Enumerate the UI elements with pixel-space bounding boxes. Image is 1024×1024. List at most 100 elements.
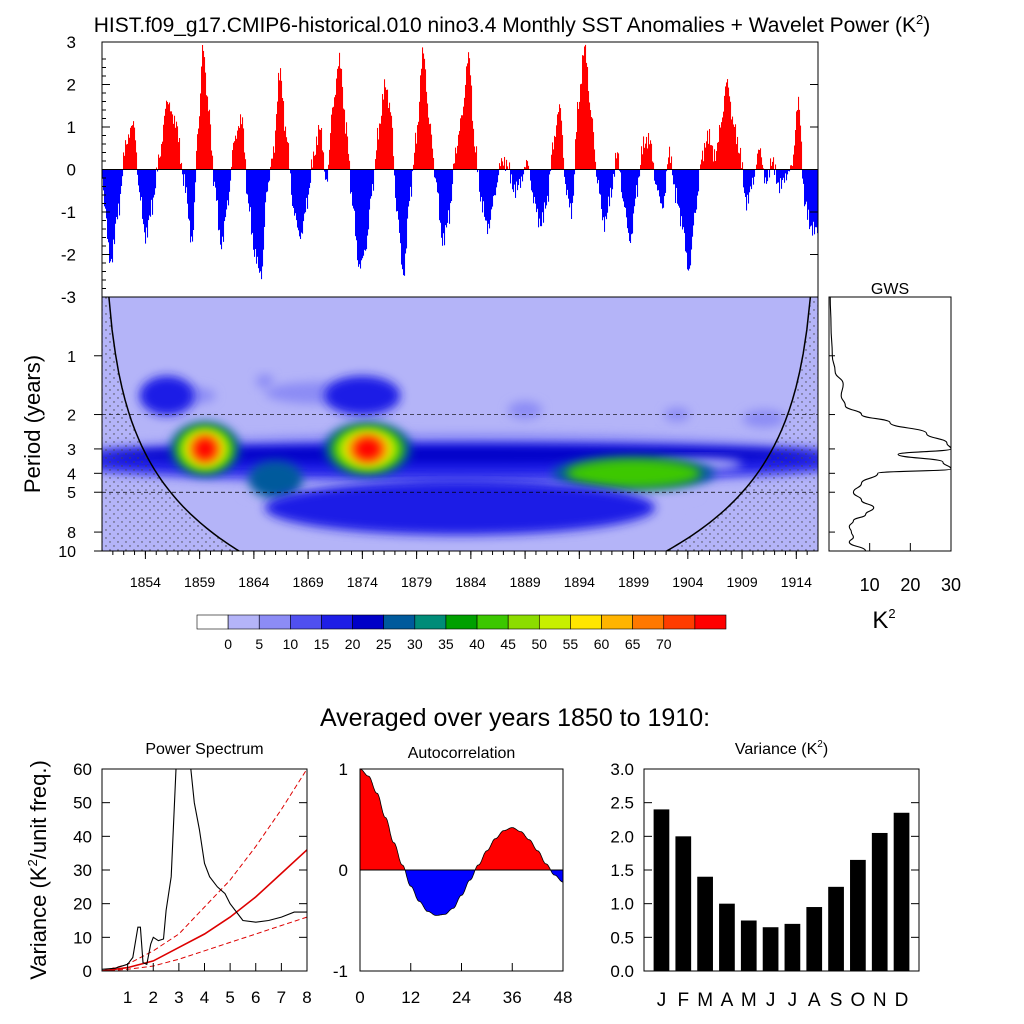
anomaly-bar xyxy=(206,95,208,170)
anomaly-bar xyxy=(662,169,664,209)
anomaly-bar xyxy=(290,169,292,174)
anomaly-bar xyxy=(700,164,702,170)
anomaly-bar xyxy=(678,169,680,206)
anomaly-ytick-label: -1 xyxy=(61,203,76,222)
anomaly-bar xyxy=(191,169,193,237)
anomaly-bar xyxy=(701,159,703,170)
anomaly-bar xyxy=(810,169,812,227)
anomaly-bar xyxy=(594,149,596,170)
variance-bar xyxy=(893,812,910,971)
anomaly-bar xyxy=(763,168,765,170)
anomaly-bar xyxy=(305,169,307,213)
anomaly-bar xyxy=(201,66,203,170)
anomaly-bar xyxy=(797,109,799,170)
anomaly-bar xyxy=(789,169,791,172)
anomaly-bar xyxy=(776,169,778,184)
anomaly-ytick-label: 1 xyxy=(67,118,76,137)
anomaly-bar xyxy=(667,164,669,170)
anomaly-bar xyxy=(235,135,237,170)
anomaly-bar xyxy=(761,157,763,170)
anomaly-bar xyxy=(270,166,272,170)
colorbar-swatch xyxy=(601,614,633,630)
anomaly-bar xyxy=(707,130,709,170)
anomaly-bar xyxy=(368,169,370,230)
anomaly-bar xyxy=(129,137,131,170)
anomaly-bar xyxy=(256,169,258,264)
wavelet-contours xyxy=(102,297,818,551)
anomaly-bar xyxy=(749,169,751,193)
ps-ylabel: Variance (K2/unit freq.) xyxy=(25,760,51,980)
anomaly-bar xyxy=(296,169,298,221)
anomaly-bar xyxy=(544,169,546,203)
anomaly-bar xyxy=(495,169,497,196)
colorbar-label: 30 xyxy=(407,636,423,652)
gws-xlabel-sup: 2 xyxy=(888,606,895,621)
anomaly-bar xyxy=(282,97,284,170)
anomaly-bar xyxy=(448,169,450,211)
anomaly-bar xyxy=(299,169,301,237)
anomaly-bar xyxy=(638,169,640,178)
anomaly-bar xyxy=(511,169,513,175)
anomaly-bar xyxy=(520,169,522,188)
anomaly-bar xyxy=(362,169,364,259)
wavelet-xtick-label: 1874 xyxy=(347,574,378,590)
anomaly-bar xyxy=(227,169,229,201)
anomaly-bar xyxy=(540,169,542,227)
anomaly-bar xyxy=(352,169,354,206)
anomaly-bar xyxy=(312,167,314,170)
anomaly-bar xyxy=(666,169,668,172)
anomaly-bar xyxy=(210,124,212,170)
anomaly-bar xyxy=(167,101,169,170)
anomaly-bar xyxy=(126,144,128,170)
anomaly-bar xyxy=(106,169,108,219)
variance-month-label: S xyxy=(830,990,843,1011)
anomaly-bar xyxy=(607,169,609,213)
anomaly-bar xyxy=(130,127,132,170)
wavelet-xtick-label: 1904 xyxy=(672,574,703,590)
anomaly-bar xyxy=(385,87,387,170)
anomaly-bar xyxy=(272,158,274,170)
anomaly-bar xyxy=(587,66,589,170)
anomaly-bar xyxy=(552,142,554,170)
anomaly-bar xyxy=(406,169,408,249)
anomaly-bar xyxy=(560,108,562,170)
anomaly-bar xyxy=(624,169,626,207)
colorbar-label: 35 xyxy=(438,636,454,652)
anomaly-bar xyxy=(410,169,412,187)
anomaly-bar xyxy=(327,169,329,182)
ps-ytick-label: 30 xyxy=(73,861,92,880)
anomaly-bar xyxy=(464,97,466,170)
anomaly-bar xyxy=(767,169,769,182)
anomaly-bar xyxy=(334,97,336,170)
anomaly-bar xyxy=(547,169,549,196)
anomaly-bar xyxy=(687,169,689,270)
anomaly-bar xyxy=(718,141,720,170)
anomaly-bar xyxy=(441,169,443,238)
anomaly-bar xyxy=(409,169,411,202)
anomaly-bar xyxy=(467,63,469,170)
anomaly-bar xyxy=(396,169,398,212)
anomaly-bar xyxy=(200,93,202,170)
anomaly-bar xyxy=(685,169,687,252)
anomaly-bar xyxy=(551,154,553,170)
anomaly-bar xyxy=(218,169,220,231)
anomaly-bar xyxy=(793,154,795,170)
anomaly-bar xyxy=(288,143,290,170)
anomaly-ytick-label: -3 xyxy=(61,288,76,307)
anomaly-bar xyxy=(333,106,335,170)
anomaly-bar xyxy=(223,169,225,242)
anomaly-bar xyxy=(193,169,195,230)
wavelet-ytick-label: 4 xyxy=(67,466,76,483)
anomaly-bar xyxy=(774,169,776,175)
anomaly-bar xyxy=(620,169,622,173)
anomaly-bar xyxy=(661,169,663,204)
anomaly-bar xyxy=(618,153,620,170)
anomaly-bar xyxy=(496,169,498,188)
variance-month-label: J xyxy=(766,990,776,1011)
anomaly-bar xyxy=(564,169,566,177)
anomaly-bar xyxy=(373,169,375,191)
anomaly-bar xyxy=(535,169,537,204)
anomaly-bar xyxy=(286,137,288,170)
colorbar-swatch xyxy=(694,614,727,630)
